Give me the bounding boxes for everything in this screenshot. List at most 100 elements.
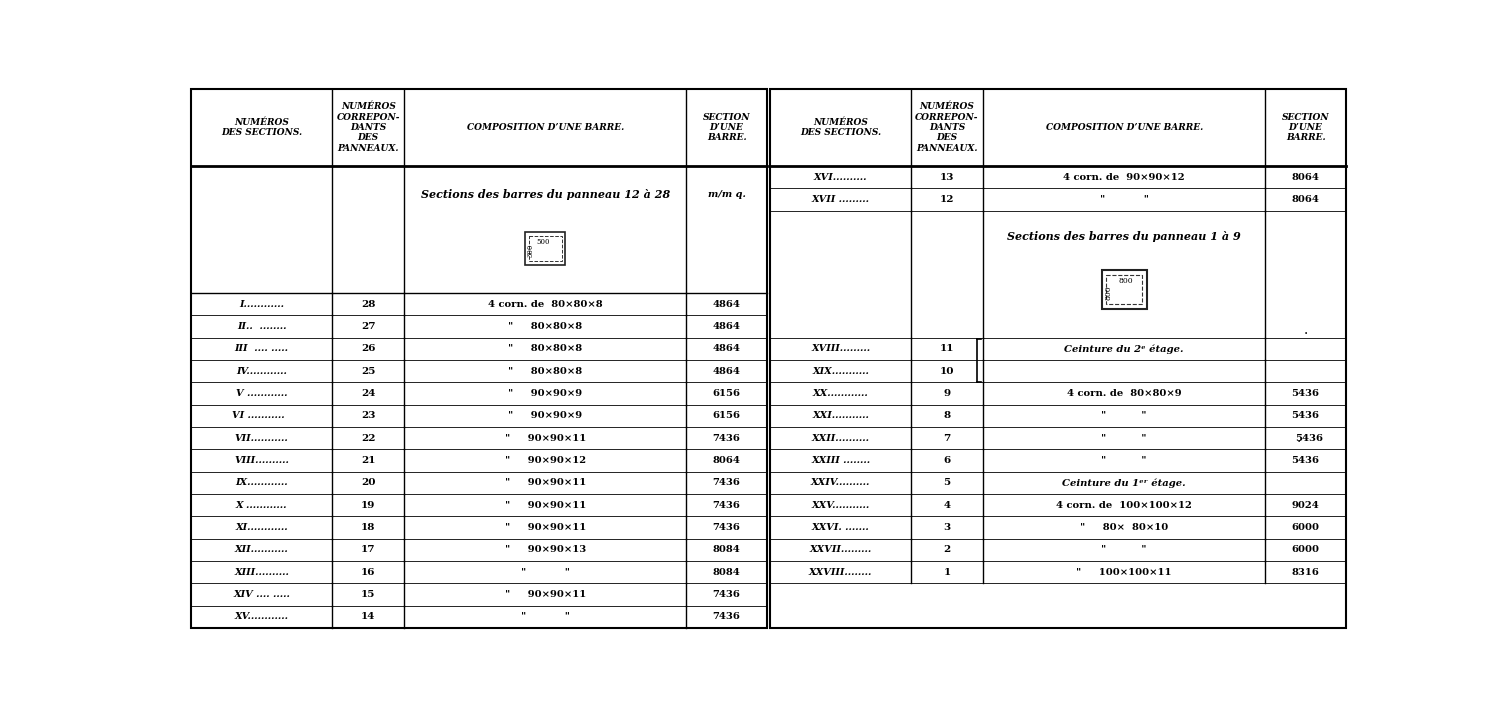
Bar bbox=[770, 89, 1345, 628]
Text: 500: 500 bbox=[536, 238, 550, 246]
Text: "     80×  80×10: " 80× 80×10 bbox=[1080, 523, 1168, 532]
Text: 13: 13 bbox=[939, 173, 954, 182]
Text: 4 corn. de  90×90×12: 4 corn. de 90×90×12 bbox=[1064, 173, 1185, 182]
Text: 800: 800 bbox=[1119, 277, 1132, 285]
Text: 18: 18 bbox=[361, 523, 376, 532]
Text: XVIII.........: XVIII......... bbox=[810, 344, 870, 354]
Text: 26: 26 bbox=[361, 344, 376, 354]
Text: 24: 24 bbox=[361, 389, 376, 398]
Text: 4 corn. de  80×80×8: 4 corn. de 80×80×8 bbox=[488, 300, 602, 309]
Text: COMPOSITION D’UNE BARRE.: COMPOSITION D’UNE BARRE. bbox=[467, 123, 623, 132]
Bar bbox=[1101, 271, 1146, 309]
Text: 4864: 4864 bbox=[713, 300, 740, 309]
Text: 6156: 6156 bbox=[713, 389, 740, 398]
Text: "     80×80×8: " 80×80×8 bbox=[508, 367, 583, 376]
Text: 8084: 8084 bbox=[713, 568, 740, 577]
Text: 7436: 7436 bbox=[713, 590, 740, 599]
Text: I............: I............ bbox=[240, 300, 285, 309]
Text: 5436: 5436 bbox=[1291, 456, 1320, 465]
Text: XXV...........: XXV........... bbox=[812, 501, 870, 510]
Text: XVI..........: XVI.......... bbox=[813, 173, 867, 182]
Text: XXI...........: XXI........... bbox=[812, 411, 869, 420]
Text: 8316: 8316 bbox=[1291, 568, 1320, 577]
Bar bbox=[192, 89, 767, 628]
Text: 4 corn. de  80×80×9: 4 corn. de 80×80×9 bbox=[1067, 389, 1182, 398]
Text: XIII..........: XIII.......... bbox=[234, 568, 289, 577]
Text: III  .... .....: III .... ..... bbox=[235, 344, 289, 354]
Text: "     90×90×11: " 90×90×11 bbox=[505, 523, 586, 532]
Text: 7: 7 bbox=[944, 434, 951, 443]
Text: 17: 17 bbox=[361, 545, 376, 555]
Text: 14: 14 bbox=[361, 613, 376, 621]
Text: 23: 23 bbox=[361, 411, 376, 420]
Text: 300: 300 bbox=[526, 244, 535, 257]
Text: XI............: XI............ bbox=[235, 523, 288, 532]
Text: 6: 6 bbox=[944, 456, 951, 465]
Text: SECTION
D’UNE
BARRE.: SECTION D’UNE BARRE. bbox=[703, 113, 750, 143]
Text: SECTION
D’UNE
BARRE.: SECTION D’UNE BARRE. bbox=[1282, 113, 1329, 143]
Text: XIX...........: XIX........... bbox=[812, 367, 869, 376]
Text: XIV .... .....: XIV .... ..... bbox=[234, 590, 291, 599]
Text: 22: 22 bbox=[361, 434, 376, 443]
Text: "     90×90×12: " 90×90×12 bbox=[505, 456, 586, 465]
Text: 9024: 9024 bbox=[1291, 501, 1320, 510]
Text: 7436: 7436 bbox=[713, 613, 740, 621]
Text: 15: 15 bbox=[361, 590, 376, 599]
Text: 4864: 4864 bbox=[713, 344, 740, 354]
Text: 5436: 5436 bbox=[1291, 389, 1320, 398]
Text: 9: 9 bbox=[944, 389, 951, 398]
Text: 8084: 8084 bbox=[713, 545, 740, 555]
Text: 3: 3 bbox=[944, 523, 951, 532]
Text: VIII..........: VIII.......... bbox=[234, 456, 289, 465]
Text: 19: 19 bbox=[361, 501, 376, 510]
Text: VI ...........: VI ........... bbox=[232, 411, 291, 420]
Text: Ceinture du 2ᵉ étage.: Ceinture du 2ᵉ étage. bbox=[1065, 344, 1183, 354]
Text: "     90×90×13: " 90×90×13 bbox=[505, 545, 586, 555]
Text: "     80×80×8: " 80×80×8 bbox=[508, 322, 583, 331]
Text: "          ": " " bbox=[1101, 434, 1147, 443]
Text: Sections des barres du panneau 1 à 9: Sections des barres du panneau 1 à 9 bbox=[1007, 231, 1240, 241]
Text: 4: 4 bbox=[944, 501, 951, 510]
Text: 8064: 8064 bbox=[1291, 195, 1320, 204]
Bar bbox=[526, 232, 565, 265]
Text: 7436: 7436 bbox=[713, 434, 740, 443]
Text: NUMÉROS
DES SECTIONS.: NUMÉROS DES SECTIONS. bbox=[222, 118, 303, 137]
Text: 8064: 8064 bbox=[1291, 173, 1320, 182]
Text: 4864: 4864 bbox=[713, 322, 740, 331]
Text: "          ": " " bbox=[1101, 545, 1147, 555]
Text: XXIV..........: XXIV.......... bbox=[810, 479, 870, 487]
Bar bbox=[1107, 275, 1141, 304]
Text: 7436: 7436 bbox=[713, 479, 740, 487]
Text: Sections des barres du panneau 12 à 28: Sections des barres du panneau 12 à 28 bbox=[421, 188, 670, 200]
Text: 25: 25 bbox=[361, 367, 376, 376]
Text: XX............: XX............ bbox=[813, 389, 869, 398]
Text: 6156: 6156 bbox=[713, 411, 740, 420]
Text: IV............: IV............ bbox=[237, 367, 288, 376]
Text: 10: 10 bbox=[939, 367, 954, 376]
Text: X ............: X ............ bbox=[235, 501, 288, 510]
Text: 800: 800 bbox=[1104, 285, 1113, 300]
Text: 6000: 6000 bbox=[1291, 523, 1320, 532]
Text: 7436: 7436 bbox=[713, 523, 740, 532]
Text: XXII..........: XXII.......... bbox=[812, 434, 869, 443]
Text: 11: 11 bbox=[939, 344, 954, 354]
Bar bbox=[529, 236, 562, 261]
Text: 4 corn. de  100×100×12: 4 corn. de 100×100×12 bbox=[1056, 501, 1192, 510]
Text: 1: 1 bbox=[944, 568, 951, 577]
Text: "           ": " " bbox=[521, 568, 569, 577]
Text: 8064: 8064 bbox=[713, 456, 740, 465]
Text: VII...........: VII........... bbox=[235, 434, 289, 443]
Text: 2: 2 bbox=[944, 545, 951, 555]
Text: XV............: XV............ bbox=[235, 613, 289, 621]
Text: "     90×90×11: " 90×90×11 bbox=[505, 501, 586, 510]
Text: 4864: 4864 bbox=[713, 367, 740, 376]
Text: "           ": " " bbox=[1100, 195, 1149, 204]
Text: 28: 28 bbox=[361, 300, 376, 309]
Text: XXVII.........: XXVII......... bbox=[809, 545, 872, 555]
Text: XXVIII........: XXVIII........ bbox=[809, 568, 872, 577]
Text: 12: 12 bbox=[939, 195, 954, 204]
Text: .: . bbox=[1297, 431, 1302, 445]
Text: "     90×90×9: " 90×90×9 bbox=[508, 389, 583, 398]
Text: COMPOSITION D’UNE BARRE.: COMPOSITION D’UNE BARRE. bbox=[1046, 123, 1203, 132]
Text: XVII .........: XVII ......... bbox=[812, 195, 869, 204]
